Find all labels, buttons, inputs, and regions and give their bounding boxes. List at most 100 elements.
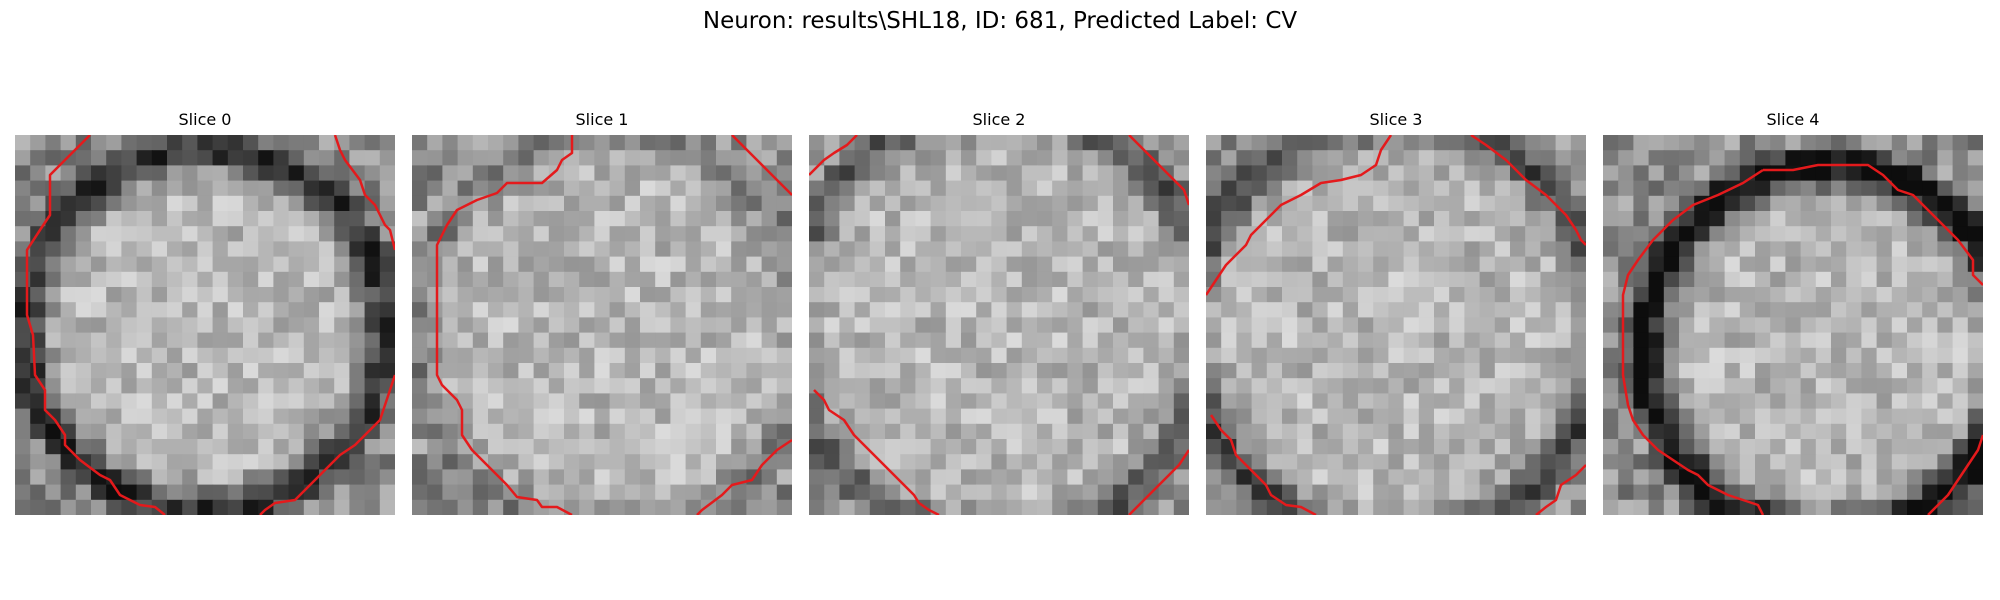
pixel [1540, 363, 1556, 379]
pixel [1174, 302, 1189, 318]
pixel [1709, 378, 1725, 394]
pixel [686, 439, 702, 455]
pixel [731, 150, 747, 166]
pixel [1907, 211, 1923, 227]
pixel [1664, 333, 1680, 349]
pixel [1052, 150, 1068, 166]
pixel [579, 211, 595, 227]
pixel [197, 363, 213, 379]
pixel [1252, 485, 1268, 501]
pixel [1007, 287, 1023, 303]
pixel [1343, 272, 1359, 288]
pixel [610, 226, 626, 242]
pixel [1312, 439, 1328, 455]
pixel [1480, 181, 1496, 197]
pixel [1556, 363, 1572, 379]
pixel [670, 439, 686, 455]
pixel [167, 439, 183, 455]
pixel [1297, 439, 1313, 455]
pixel [1328, 302, 1344, 318]
pixel [1037, 348, 1053, 364]
pixel [1755, 241, 1771, 257]
pixel [273, 211, 289, 227]
pixel [167, 150, 183, 166]
pixel [1252, 439, 1268, 455]
pixel [1052, 485, 1068, 501]
pixel [610, 363, 626, 379]
pixel [1282, 181, 1298, 197]
pixel [686, 241, 702, 257]
pixel [1633, 393, 1649, 409]
pixel [289, 211, 305, 227]
pixel [91, 181, 107, 197]
pixel [701, 257, 717, 273]
pixel [1846, 469, 1862, 485]
pixel [76, 469, 92, 485]
pixel [1785, 135, 1801, 151]
pixel [1358, 439, 1374, 455]
pixel [213, 272, 229, 288]
pixel [1083, 181, 1099, 197]
pixel [594, 409, 610, 425]
pixel [15, 165, 31, 181]
pixel [1297, 257, 1313, 273]
pixel [243, 317, 259, 333]
pixel [304, 378, 320, 394]
pixel [442, 272, 458, 288]
pixel [1633, 272, 1649, 288]
pixel [1297, 378, 1313, 394]
pixel [1052, 409, 1068, 425]
pixel [900, 287, 916, 303]
pixel [304, 363, 320, 379]
pixel [1556, 287, 1572, 303]
pixel [1907, 348, 1923, 364]
pixel [1922, 196, 1938, 212]
pixel [1846, 348, 1862, 364]
pixel [1358, 393, 1374, 409]
pixel [991, 181, 1007, 197]
pixel [380, 485, 395, 501]
pixel [1252, 181, 1268, 197]
pixel [1892, 181, 1908, 197]
pixel [1297, 165, 1313, 181]
pixel [1649, 454, 1665, 470]
pixel [1358, 135, 1374, 151]
pixel [488, 302, 504, 318]
pixel [1861, 317, 1877, 333]
pixel [91, 439, 107, 455]
pixel [365, 135, 381, 151]
pixel [319, 409, 335, 425]
pixel [91, 485, 107, 501]
pixel [182, 165, 198, 181]
pixel [518, 196, 534, 212]
pixel [1603, 500, 1619, 515]
pixel [1098, 378, 1114, 394]
pixel [273, 150, 289, 166]
pixel [380, 302, 395, 318]
pixel [1525, 241, 1541, 257]
pixel [1556, 135, 1572, 151]
pixel [1664, 439, 1680, 455]
pixel [1464, 226, 1480, 242]
pixel [380, 196, 395, 212]
pixel [961, 226, 977, 242]
pixel [228, 257, 244, 273]
pixel [1846, 500, 1862, 515]
pixel [1937, 439, 1953, 455]
pixel [870, 454, 886, 470]
pixel [900, 257, 916, 273]
pixel [809, 424, 825, 440]
pixel [1571, 196, 1586, 212]
pixel [915, 257, 931, 273]
pixel [1098, 257, 1114, 273]
pixel [1098, 150, 1114, 166]
pixel [839, 196, 855, 212]
pixel [319, 211, 335, 227]
slice-0-image [15, 135, 395, 515]
pixel [1098, 135, 1114, 151]
pixel [625, 317, 641, 333]
pixel [1143, 363, 1159, 379]
pixel [1388, 150, 1404, 166]
pixel [1740, 257, 1756, 273]
pixel [1404, 439, 1420, 455]
